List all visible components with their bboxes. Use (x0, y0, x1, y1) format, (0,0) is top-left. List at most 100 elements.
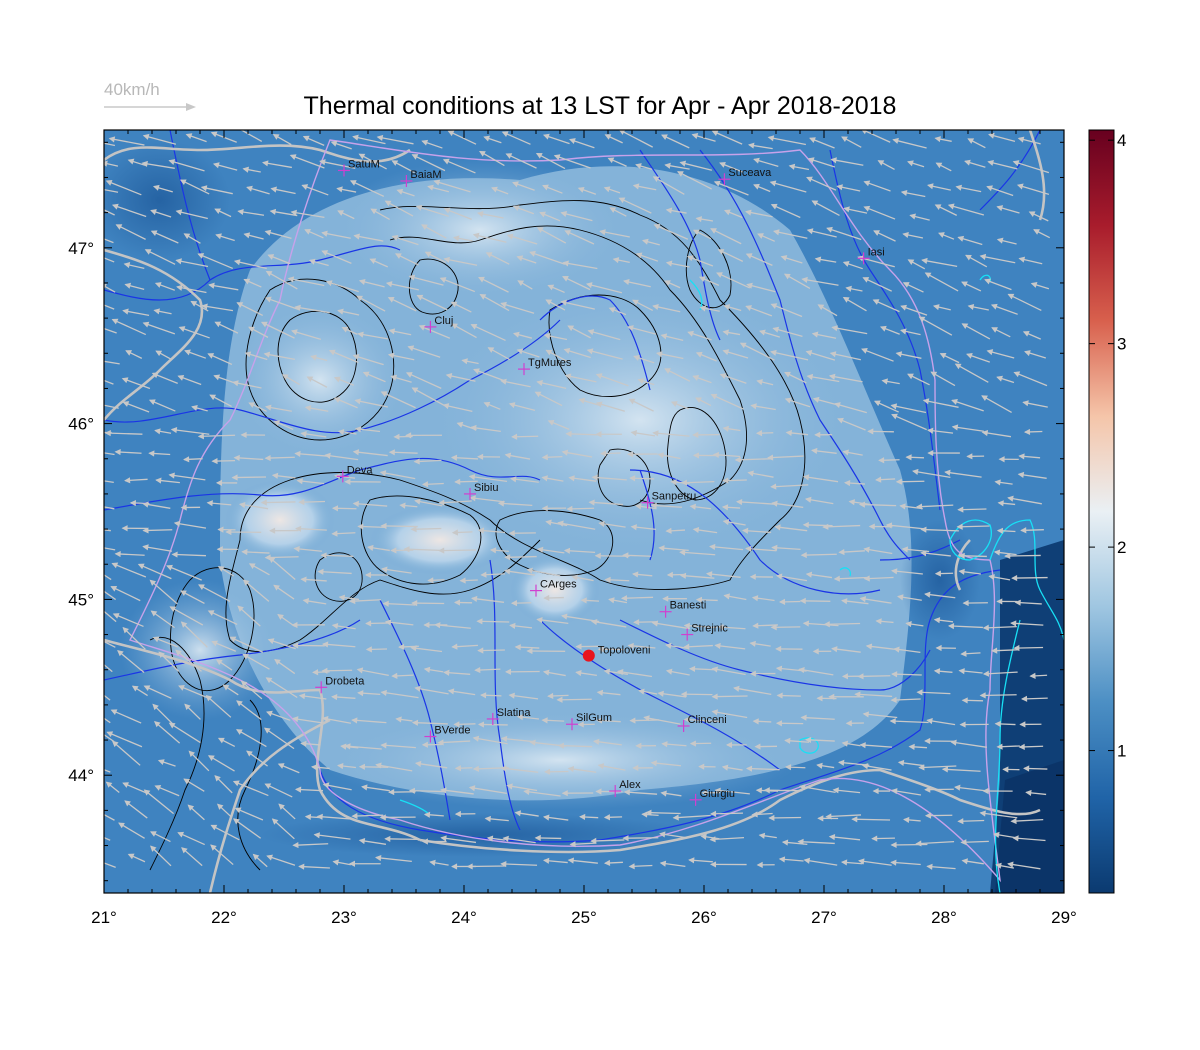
wind-arrowhead-icon (348, 860, 356, 867)
wind-arrowhead-icon (1029, 672, 1036, 679)
wind-arrowhead-icon (375, 854, 382, 862)
wind-arrow-icon (527, 569, 561, 577)
wind-arrowhead-icon (626, 451, 634, 458)
wind-arrowhead-icon (171, 551, 178, 558)
wind-arrow-icon (916, 840, 955, 845)
wind-arrow-icon (104, 257, 115, 263)
wind-arrow-icon (1005, 554, 1041, 557)
wind-arrowhead-icon (267, 638, 275, 645)
wind-arrowhead-icon (310, 764, 318, 771)
wind-arrowhead-icon (1017, 136, 1025, 143)
wind-arrowhead-icon (604, 576, 611, 583)
wind-arrow-icon (177, 286, 207, 294)
wind-arrow-icon (104, 360, 120, 365)
wind-arrowhead-icon (216, 803, 224, 810)
wind-arrowhead-icon (725, 741, 732, 748)
wind-arrow-icon (1008, 293, 1042, 312)
wind-arrowhead-icon (958, 568, 965, 575)
wind-arrowhead-icon (885, 522, 893, 529)
wind-arrowhead-icon (121, 377, 129, 384)
wind-arrowhead-icon (384, 200, 392, 207)
wind-arrowhead-icon (851, 816, 858, 823)
wind-arrowhead-icon (370, 208, 378, 215)
wind-arrow-icon (353, 502, 388, 507)
wind-arrowhead-icon (511, 433, 518, 440)
wind-arrowhead-icon (142, 527, 149, 534)
wind-arrowhead-icon (244, 351, 252, 358)
wind-arrowhead-icon (683, 622, 690, 629)
wind-arrowhead-icon (734, 456, 741, 463)
wind-arrowhead-icon (454, 765, 462, 772)
wind-arrow-icon (112, 318, 147, 336)
wind-arrowhead-icon (997, 500, 1004, 507)
wind-arrowhead-icon (321, 641, 329, 648)
wind-arrowhead-icon (996, 237, 1004, 244)
station-clinceni: Clinceni (677, 714, 727, 732)
wind-arrow-icon (770, 181, 807, 193)
wind-arrowhead-icon (197, 253, 205, 259)
wind-arrow-icon (345, 745, 382, 750)
wind-arrowhead-icon (241, 548, 248, 556)
wind-arrowhead-icon (454, 478, 461, 485)
wind-arrowhead-icon (450, 454, 458, 461)
wind-arrowhead-icon (510, 476, 517, 483)
wind-arrow-icon (106, 180, 142, 196)
wind-arrowhead-icon (889, 718, 896, 725)
thermal-pale-region (320, 710, 800, 810)
wind-arrowhead-icon (664, 280, 671, 286)
wind-arrowhead-icon (814, 256, 822, 263)
wind-arrow-icon (622, 596, 654, 599)
wind-arrowhead-icon (580, 597, 587, 604)
station-label: Clinceni (688, 714, 727, 726)
wind-arrow-icon (104, 862, 116, 869)
wind-arrow-icon (498, 502, 533, 507)
wind-arrowhead-icon (411, 387, 419, 394)
wind-arrow-icon (269, 556, 296, 580)
wind-arrow-icon (439, 549, 477, 552)
lon-tick-label: 26° (691, 908, 717, 927)
wind-arrow-icon (104, 452, 115, 456)
station-silgum: SilGum (566, 712, 612, 731)
wind-arrow-icon (385, 838, 418, 841)
wind-arrowhead-icon (108, 136, 116, 143)
wind-arrow-icon (771, 484, 809, 488)
wind-arrowhead-icon (542, 184, 549, 191)
wind-arrowhead-icon (351, 812, 358, 820)
wind-arrowhead-icon (237, 605, 244, 612)
wind-arrow-icon (104, 813, 115, 821)
wind-arrowhead-icon (468, 785, 476, 792)
wind-arrow-icon (680, 574, 715, 579)
wind-arrow-icon (562, 451, 593, 458)
wind-arrowhead-icon (352, 134, 359, 141)
wind-arrow-icon (181, 621, 208, 648)
wind-arrowhead-icon (603, 814, 611, 821)
wind-arrowhead-icon (92, 375, 97, 379)
wind-arrowhead-icon (1021, 695, 1028, 702)
wind-arrowhead-icon (961, 697, 968, 704)
wind-arrowhead-icon (632, 571, 639, 578)
wind-arrowhead-icon (215, 659, 223, 666)
wind-arrow-icon (834, 576, 868, 580)
wind-arrowhead-icon (175, 649, 182, 656)
wind-arrowhead-icon (993, 831, 1000, 838)
wind-arrowhead-icon (295, 786, 302, 793)
wind-arrowhead-icon (273, 420, 281, 427)
wind-arrowhead-icon (508, 402, 516, 409)
wind-arrowhead-icon (365, 646, 372, 653)
wind-arrowhead-icon (686, 255, 694, 262)
wind-arrow-icon (681, 480, 715, 484)
wind-arrowhead-icon (328, 349, 336, 356)
station-deva: Deva (336, 464, 373, 483)
wind-arrowhead-icon (394, 253, 402, 259)
wind-arrow-icon (353, 135, 386, 145)
wind-arrow-icon (952, 426, 984, 432)
wind-arrowhead-icon (767, 135, 775, 142)
wind-arrow-icon (172, 553, 206, 557)
wind-arrowhead-icon (175, 209, 183, 216)
wind-arrowhead-icon (476, 618, 483, 625)
wind-arrow-icon (236, 729, 267, 748)
wind-arrowhead-icon (349, 180, 357, 186)
wind-arrowhead-icon (692, 452, 700, 459)
wind-arrow-icon (321, 554, 354, 557)
